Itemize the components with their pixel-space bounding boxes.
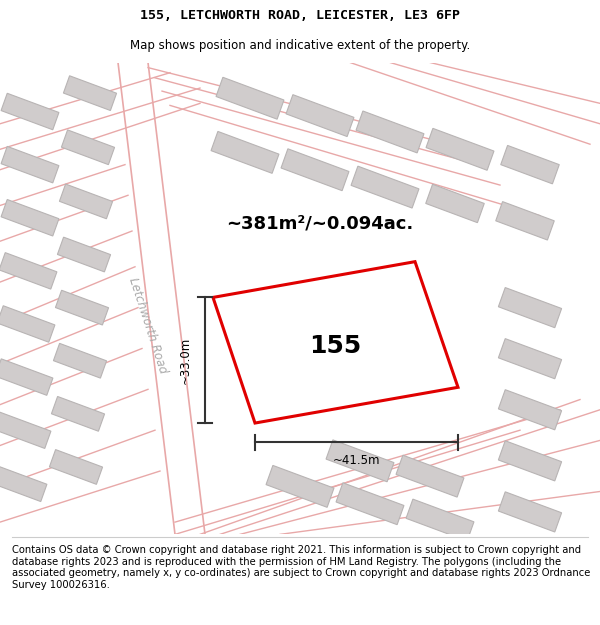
Polygon shape [396,455,464,497]
Text: ~381m²/~0.094ac.: ~381m²/~0.094ac. [226,215,413,233]
Polygon shape [58,237,110,272]
Polygon shape [0,465,47,501]
Polygon shape [499,390,562,430]
Polygon shape [496,202,554,240]
Polygon shape [49,449,103,484]
Polygon shape [281,149,349,191]
Text: Contains OS data © Crown copyright and database right 2021. This information is : Contains OS data © Crown copyright and d… [12,545,590,590]
Polygon shape [53,343,107,378]
Polygon shape [286,94,354,136]
Polygon shape [501,146,559,184]
Polygon shape [1,146,59,183]
Polygon shape [426,128,494,170]
Polygon shape [0,412,51,449]
Polygon shape [351,166,419,208]
Polygon shape [326,440,394,482]
Polygon shape [406,499,474,541]
Polygon shape [356,111,424,153]
Polygon shape [52,396,104,431]
Polygon shape [0,359,53,396]
Polygon shape [1,93,59,130]
Polygon shape [336,482,404,524]
Polygon shape [499,288,562,328]
Polygon shape [0,306,55,343]
Polygon shape [64,76,116,111]
Polygon shape [426,184,484,222]
Polygon shape [211,131,279,173]
Polygon shape [216,78,284,119]
Polygon shape [266,466,334,508]
Text: ~33.0m: ~33.0m [179,337,191,384]
Polygon shape [0,253,57,289]
Polygon shape [59,184,113,219]
Text: Letchworth Road: Letchworth Road [127,276,170,376]
Polygon shape [499,339,562,379]
Text: ~41.5m: ~41.5m [333,454,380,468]
Polygon shape [55,290,109,325]
Text: 155, LETCHWORTH ROAD, LEICESTER, LE3 6FP: 155, LETCHWORTH ROAD, LEICESTER, LE3 6FP [140,9,460,22]
Polygon shape [1,199,59,236]
Polygon shape [499,492,562,532]
Text: 155: 155 [309,334,361,359]
Polygon shape [61,130,115,164]
Text: Map shows position and indicative extent of the property.: Map shows position and indicative extent… [130,39,470,51]
Polygon shape [499,441,562,481]
